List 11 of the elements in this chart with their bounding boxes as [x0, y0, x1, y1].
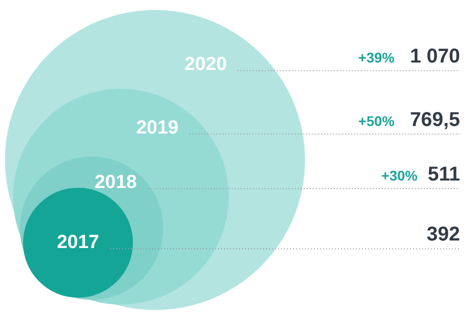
category-label: 2018: [94, 172, 137, 194]
data-label: 392: [426, 224, 460, 246]
text: +50%: [358, 113, 396, 130]
data-label: 511: [428, 164, 460, 186]
text: +30%: [381, 168, 418, 184]
text: +39%: [358, 50, 396, 66]
category-label: 2019: [136, 118, 178, 139]
category-label: 2017: [56, 232, 100, 254]
category-label: 2020: [184, 54, 227, 76]
data-label: 1 070: [410, 46, 460, 68]
data-label: 769,5: [410, 109, 460, 132]
